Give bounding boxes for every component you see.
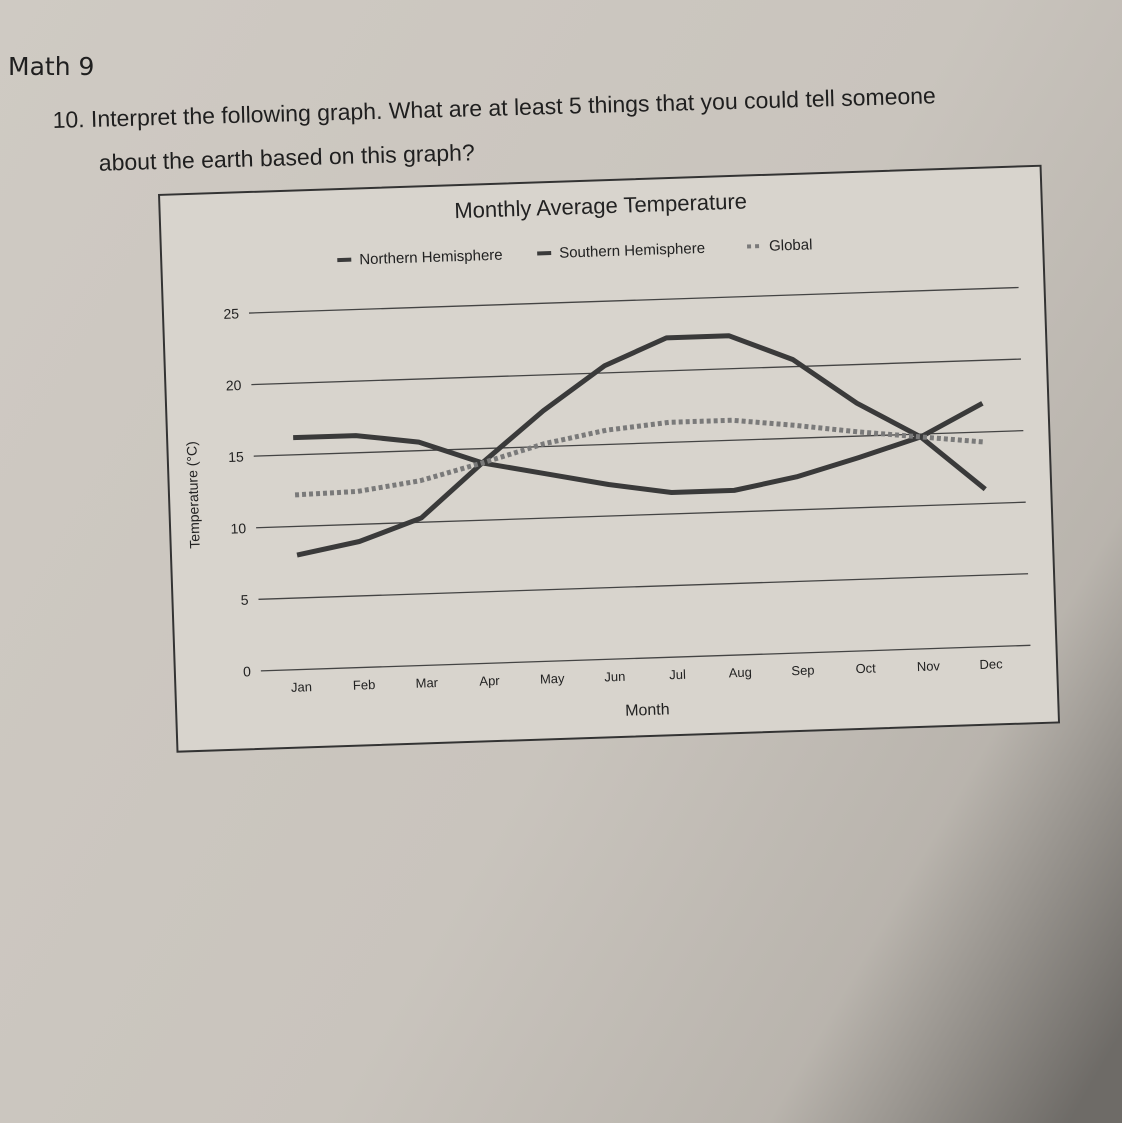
x-tick-label: Mar bbox=[415, 675, 439, 691]
legend-label: Southern Hemisphere bbox=[559, 240, 705, 262]
series-line-southern-hemisphere bbox=[293, 401, 984, 495]
legend: Northern Hemisphere Southern Hemisphere Gl… bbox=[337, 236, 813, 269]
y-tick-label: 0 bbox=[243, 663, 252, 679]
y-tick-label: 20 bbox=[226, 377, 242, 394]
series-line-global bbox=[294, 417, 984, 498]
x-tick-label: Jul bbox=[669, 667, 686, 683]
y-tick-label: 10 bbox=[230, 520, 246, 537]
x-tick-label: Nov bbox=[917, 658, 941, 674]
x-tick-label: Jun bbox=[604, 669, 625, 685]
x-tick-label: May bbox=[540, 671, 566, 687]
y-tick-label: 5 bbox=[240, 592, 249, 608]
legend-label: Global bbox=[769, 236, 813, 254]
gridline bbox=[251, 358, 1021, 386]
x-tick-label: Feb bbox=[353, 677, 376, 693]
y-axis-label: Temperature (°C) bbox=[183, 441, 203, 549]
x-tick-label: Dec bbox=[979, 656, 1003, 672]
x-tick-label: Sep bbox=[791, 662, 815, 678]
x-axis-label: Month bbox=[625, 701, 670, 719]
y-tick-label: 25 bbox=[223, 305, 239, 322]
question-text: 10. Interpret the following graph. What … bbox=[52, 73, 938, 186]
worksheet-heading: Math 9 bbox=[8, 52, 95, 81]
y-tick-label: 15 bbox=[228, 448, 244, 465]
x-tick-label: Oct bbox=[855, 660, 876, 676]
x-tick-label: Apr bbox=[479, 673, 500, 689]
gridline bbox=[260, 644, 1031, 672]
gridline bbox=[248, 286, 1019, 314]
gridline bbox=[256, 501, 1026, 529]
chart-frame: Monthly Average Temperature Northern Hem… bbox=[158, 164, 1061, 753]
temperature-line-chart: Monthly Average Temperature Northern Hem… bbox=[183, 188, 1031, 720]
x-tick-label: Aug bbox=[728, 665, 752, 681]
chart-title: Monthly Average Temperature bbox=[454, 188, 747, 223]
legend-label: Northern Hemisphere bbox=[359, 247, 503, 269]
series-line-northern-hemisphere bbox=[296, 333, 987, 558]
x-tick-label: Jan bbox=[291, 679, 312, 695]
gridline bbox=[258, 573, 1029, 600]
